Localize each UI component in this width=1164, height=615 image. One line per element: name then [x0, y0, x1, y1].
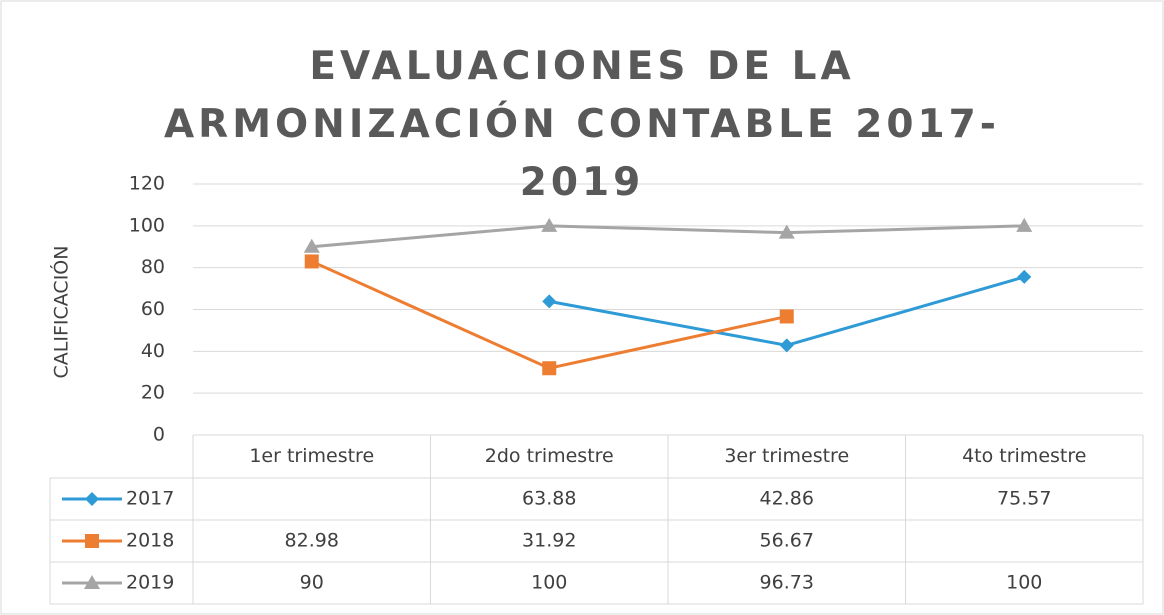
- table-cell: 31.92: [522, 530, 576, 552]
- series-line: [311, 224, 1025, 249]
- point: [304, 254, 319, 269]
- y-tick-label: 20: [141, 382, 165, 404]
- table-cell: 63.88: [522, 488, 576, 510]
- x-tick-label: 2do trimestre: [485, 445, 614, 467]
- point: [1017, 269, 1032, 284]
- legend-label: 2017: [126, 488, 174, 510]
- y-tick-label: 40: [141, 340, 165, 362]
- table-cell: 56.67: [760, 530, 814, 552]
- table-cell: 42.86: [760, 488, 814, 510]
- x-tick-label: 4to trimestre: [962, 445, 1086, 467]
- y-tick-label: 60: [141, 298, 165, 320]
- point: [541, 217, 558, 232]
- x-tick-label: 3er trimestre: [724, 445, 849, 467]
- legend-marker: [84, 575, 100, 589]
- point: [303, 238, 320, 253]
- y-tick-label: 120: [129, 173, 165, 195]
- point: [542, 294, 557, 309]
- y-tick-label: 80: [141, 256, 165, 278]
- y-tick-label: 100: [129, 214, 165, 236]
- legend-label: 2018: [126, 530, 174, 552]
- table-cell: 90: [300, 572, 324, 594]
- y-tick-label: 0: [153, 424, 165, 446]
- legend-marker: [85, 492, 99, 506]
- table-cell: 100: [531, 572, 567, 594]
- table-cell: 100: [1006, 572, 1042, 594]
- point: [779, 309, 794, 324]
- y-axis-label: CALIFICACIÓN: [49, 246, 73, 379]
- x-tick-label: 1er trimestre: [249, 445, 374, 467]
- table-cell: 75.57: [997, 488, 1051, 510]
- table-cell: 82.98: [285, 530, 339, 552]
- point: [542, 361, 557, 376]
- legend-marker: [85, 534, 99, 548]
- series-line: [311, 260, 788, 370]
- legend-label: 2019: [126, 572, 174, 594]
- table-cell: 96.73: [760, 572, 814, 594]
- point: [778, 224, 795, 239]
- point: [1016, 217, 1033, 232]
- point: [779, 338, 794, 353]
- chart-title: EVALUACIONES DE LA ARMONIZACIÓN CONTABLE…: [164, 44, 1000, 205]
